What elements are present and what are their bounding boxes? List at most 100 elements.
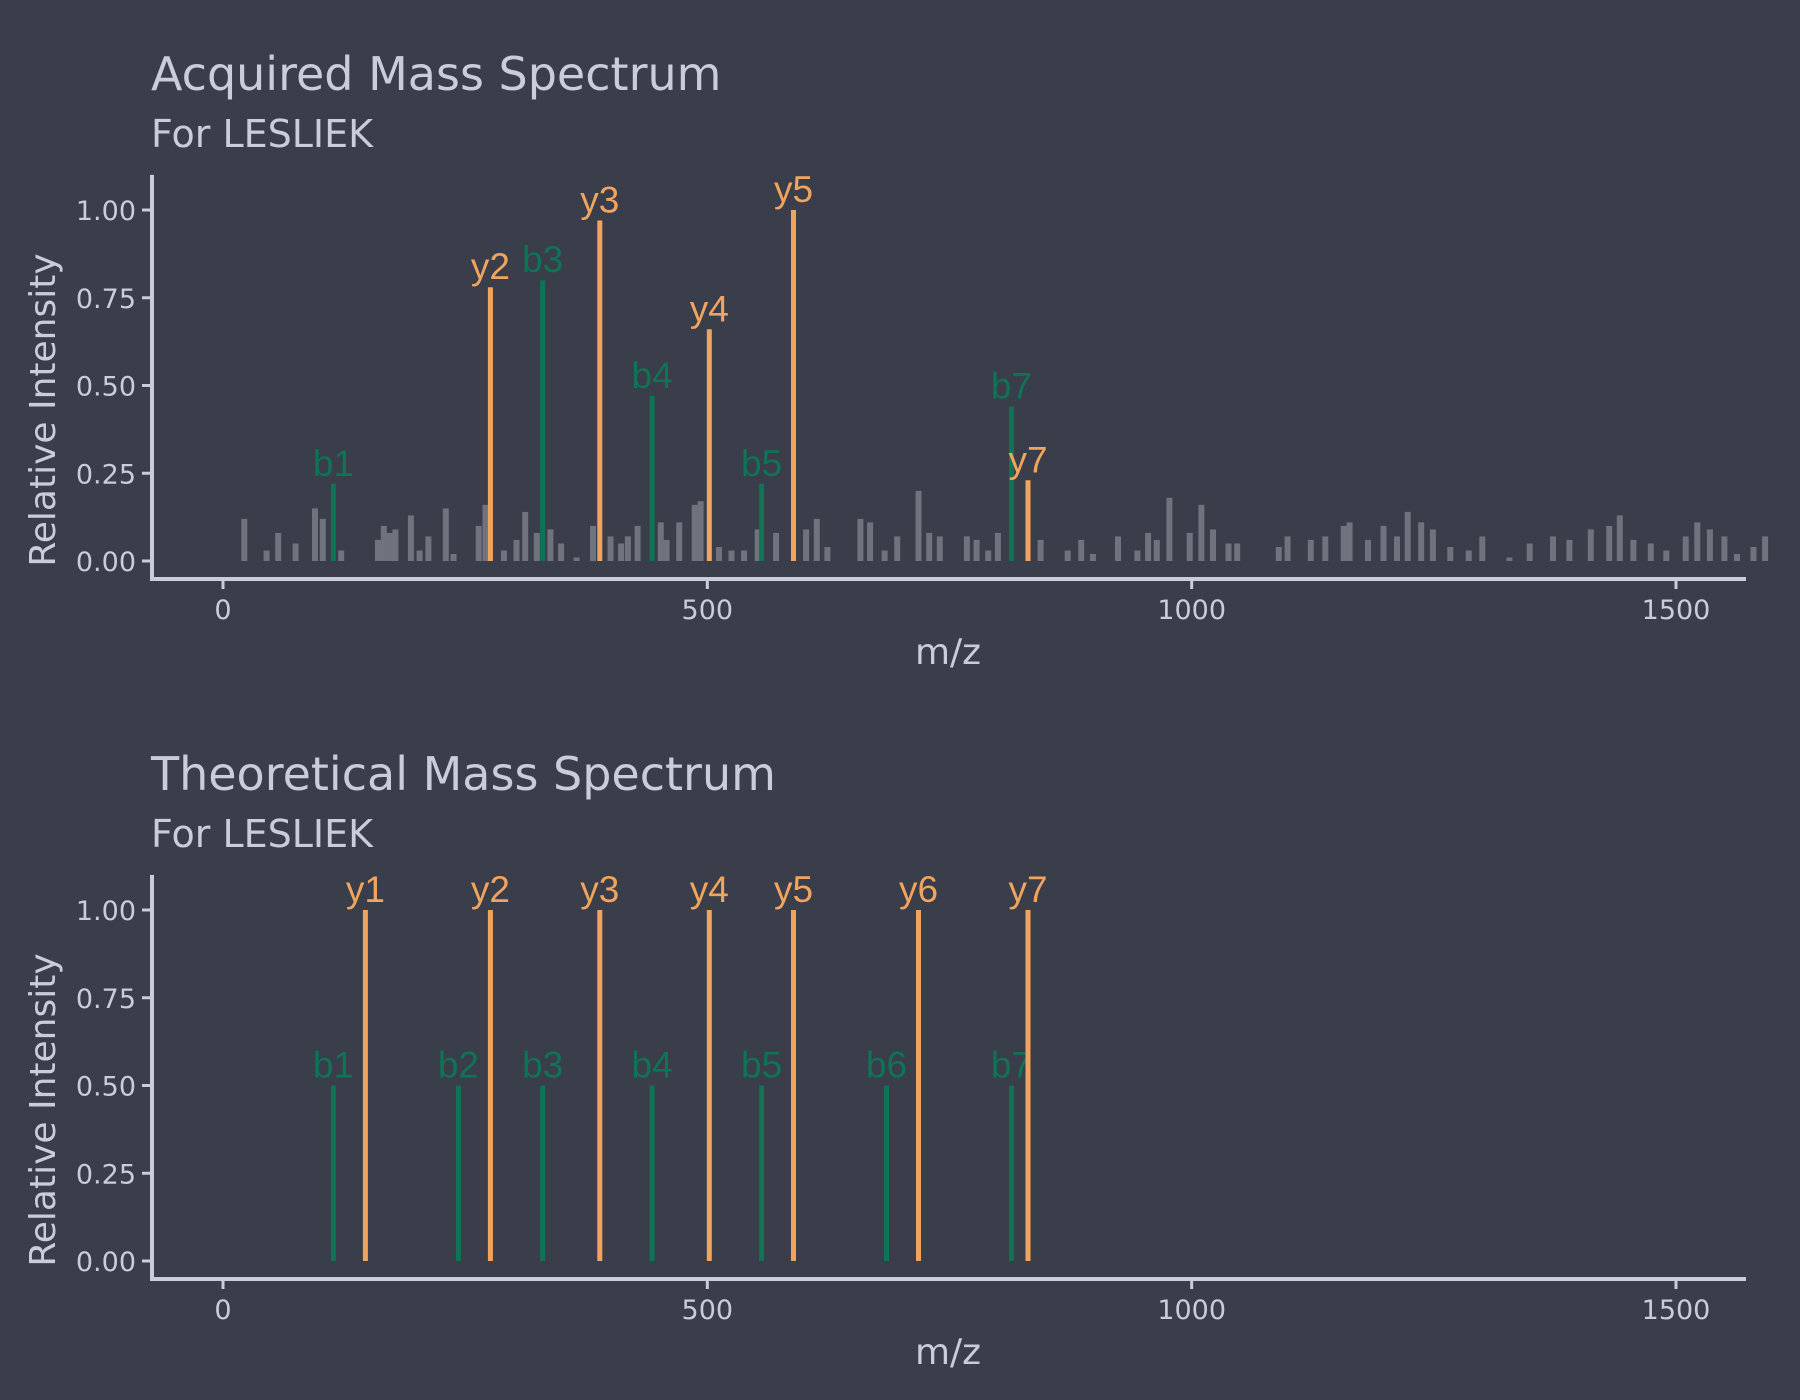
acquired-noise-peak-35 <box>716 547 722 561</box>
acquired-noise-peak-68 <box>1275 547 1282 561</box>
acquired-noise-peak-98 <box>1750 547 1757 561</box>
acquired-noise-peak-99 <box>1762 536 1769 561</box>
acquired-noise-peak-11 <box>407 515 414 561</box>
acquired-noise-peak-36 <box>728 550 735 561</box>
acquired-noise-peak-97 <box>1734 554 1740 561</box>
acquired-noise-peak-26 <box>607 536 614 561</box>
acquired-noise-peak-34 <box>697 501 704 561</box>
acquired-noise-peak-9 <box>386 532 393 561</box>
acquired-noise-peak-4 <box>312 508 318 561</box>
acquired-noise-peak-89 <box>1616 515 1623 561</box>
acquired-noise-peak-85 <box>1550 536 1556 561</box>
acquired-noise-peak-18 <box>500 550 507 561</box>
acquired-noise-peak-60 <box>1145 532 1152 561</box>
acquired-noise-peak-64 <box>1198 504 1205 561</box>
acquired-noise-peak-94 <box>1694 522 1701 561</box>
theoretical-y-tick-label-0: 0.00 <box>76 1247 136 1278</box>
acquired-noise-peak-28 <box>624 536 631 561</box>
acquired-noise-peak-66 <box>1225 543 1232 561</box>
acquired-noise-peak-81 <box>1465 550 1472 561</box>
acquired-noise-peak-86 <box>1566 539 1573 561</box>
theoretical-x-tick-label-3: 1500 <box>1642 1295 1711 1326</box>
acquired-noise-peak-83 <box>1506 557 1513 561</box>
acquired-noise-peak-39 <box>773 532 780 561</box>
acquired-noise-peak-20 <box>522 511 529 561</box>
theoretical-peak-label-b5: b5 <box>741 1045 782 1086</box>
acquired-noise-peak-47 <box>915 490 922 561</box>
theoretical-chart-title: Theoretical Mass Spectrum <box>150 747 776 801</box>
acquired-noise-peak-50 <box>963 536 970 561</box>
acquired-noise-peak-82 <box>1479 536 1486 561</box>
theoretical-y-tick-label-3: 0.75 <box>76 984 136 1015</box>
acquired-noise-peak-79 <box>1429 529 1436 561</box>
acquired-chart-subtitle: For LESLIEK <box>151 112 374 156</box>
theoretical-y-tick-label-2: 0.50 <box>76 1072 136 1103</box>
acquired-noise-peak-3 <box>292 543 299 561</box>
theoretical-peak-label-y1: y1 <box>346 869 385 910</box>
theoretical-y-tick-label-4: 1.00 <box>76 896 136 927</box>
theoretical-y-axis-title: Relative Intensity <box>23 953 64 1266</box>
theoretical-spectrum-panel: Theoretical Mass Spectrum For LESLIEK m/… <box>23 747 1746 1373</box>
acquired-noise-peak-52 <box>985 550 992 561</box>
acquired-noise-peak-77 <box>1404 511 1411 561</box>
acquired-noise-peak-37 <box>741 550 748 561</box>
acquired-noise-peak-91 <box>1647 543 1654 561</box>
acquired-peak-label-y5: y5 <box>774 169 813 210</box>
acquired-peak-label-b1: b1 <box>313 443 354 484</box>
acquired-peak-label-y2: y2 <box>471 246 510 287</box>
acquired-noise-peak-17 <box>482 504 489 561</box>
theoretical-x-tick-label-2: 1000 <box>1157 1295 1226 1326</box>
acquired-noise-peak-59 <box>1134 550 1141 561</box>
acquired-noise-peak-32 <box>676 522 683 561</box>
acquired-noise-peak-19 <box>513 539 520 561</box>
acquired-noise-peak-62 <box>1166 497 1173 561</box>
acquired-noise-peak-46 <box>894 536 901 561</box>
acquired-peak-label-y4: y4 <box>690 288 729 329</box>
acquired-noise-peak-14 <box>442 508 449 561</box>
theoretical-chart-subtitle: For LESLIEK <box>151 812 374 856</box>
acquired-noise-peak-25 <box>590 525 596 561</box>
acquired-noise-peak-33 <box>691 504 698 561</box>
acquired-x-tick-label-0: 0 <box>214 595 231 626</box>
theoretical-peak-label-b7: b7 <box>991 1045 1032 1086</box>
acquired-noise-peak-90 <box>1630 539 1637 561</box>
acquired-x-tick-label-1: 500 <box>682 595 734 626</box>
acquired-x-axis-title: m/z <box>915 632 981 673</box>
acquired-y-axis-title: Relative Intensity <box>23 253 64 566</box>
acquired-noise-peak-55 <box>1064 550 1071 561</box>
acquired-noise-peak-8 <box>380 525 387 561</box>
acquired-peak-label-y3: y3 <box>580 180 619 221</box>
acquired-y-tick-label-0: 0.00 <box>76 547 136 578</box>
acquired-noise-peak-92 <box>1663 550 1670 561</box>
acquired-noise-peak-29 <box>634 525 641 561</box>
acquired-noise-peak-75 <box>1380 525 1387 561</box>
acquired-noise-peak-45 <box>881 550 888 561</box>
theoretical-plot-area: b1 b2 b3 b4 b5 b6 b7 y1 y2 y3 y4 y5 y6 y7 0.00 0.25 0.50… <box>76 869 1746 1326</box>
acquired-y-tick-label-4: 1.00 <box>76 196 136 227</box>
acquired-noise-peak-30 <box>657 522 664 561</box>
acquired-y-tick-label-2: 0.50 <box>76 372 136 403</box>
theoretical-x-tick-label-1: 500 <box>682 1295 734 1326</box>
acquired-noise-peak-70 <box>1307 539 1314 561</box>
acquired-noise-peak-2 <box>275 532 282 561</box>
theoretical-peak-label-y5: y5 <box>774 869 813 910</box>
theoretical-peak-label-b2: b2 <box>438 1045 479 1086</box>
acquired-noise-peak-41 <box>813 518 820 561</box>
acquired-noise-peak-31 <box>663 539 670 561</box>
acquired-noise-peak-87 <box>1587 529 1594 561</box>
acquired-noise-peak-48 <box>926 532 933 561</box>
acquired-noise-peak-10 <box>392 529 399 561</box>
acquired-noise-peak-21 <box>533 532 540 561</box>
acquired-noise-peak-1 <box>263 550 270 561</box>
theoretical-peak-label-y6: y6 <box>899 869 938 910</box>
acquired-noise-peak-27 <box>618 543 625 561</box>
acquired-noise-peak-78 <box>1418 522 1425 561</box>
acquired-noise-peak-42 <box>824 547 831 561</box>
acquired-noise-peak-15 <box>450 554 457 561</box>
acquired-noise-peak-63 <box>1186 532 1193 561</box>
theoretical-peak-label-y7: y7 <box>1008 869 1047 910</box>
acquired-noise-peak-80 <box>1447 547 1454 561</box>
theoretical-peak-label-y3: y3 <box>580 869 619 910</box>
